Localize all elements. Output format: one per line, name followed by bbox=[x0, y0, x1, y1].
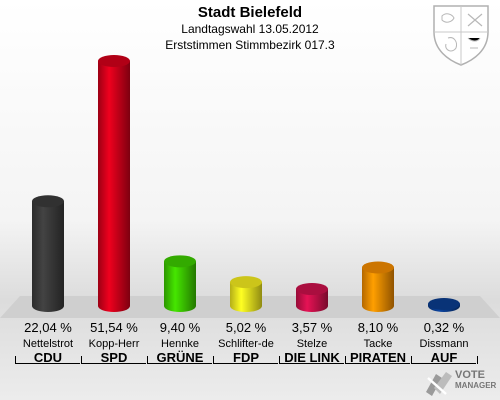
label-separator-tick bbox=[81, 356, 82, 364]
bar-cap bbox=[164, 255, 196, 268]
label-separator-tick bbox=[15, 356, 16, 364]
label-separator-tick bbox=[147, 356, 148, 364]
value-label: 0,32 % bbox=[423, 320, 465, 335]
bar-3 bbox=[230, 276, 262, 312]
bar-6 bbox=[428, 298, 460, 312]
candidate-label: Tacke bbox=[363, 338, 393, 350]
label-underline bbox=[280, 363, 344, 364]
value-label: 8,10 % bbox=[357, 320, 399, 335]
bar-body bbox=[230, 282, 262, 312]
party-label: PIRATEN bbox=[349, 350, 407, 365]
label-underline bbox=[16, 363, 80, 364]
bar-cap bbox=[32, 195, 64, 208]
bar-body bbox=[32, 201, 64, 312]
bar-body bbox=[164, 261, 196, 312]
label-separator-tick bbox=[213, 356, 214, 364]
party-label: FDP bbox=[233, 350, 259, 365]
label-separator-tick bbox=[411, 356, 412, 364]
chart-subtitle-election: Landtagswahl 13.05.2012 bbox=[181, 22, 319, 36]
value-label: 3,57 % bbox=[291, 320, 333, 335]
candidate-label: Nettelstrot bbox=[22, 338, 74, 350]
label-underline bbox=[346, 363, 410, 364]
value-label: 51,54 % bbox=[90, 320, 138, 335]
candidate-label: Dissmann bbox=[419, 338, 469, 350]
coat-of-arms-icon bbox=[433, 5, 489, 66]
value-label: 9,40 % bbox=[159, 320, 201, 335]
label-underline bbox=[214, 363, 278, 364]
candidate-label: Kopp-Herr bbox=[88, 338, 140, 350]
label-underline bbox=[148, 363, 212, 364]
chart-subtitle-district: Erststimmen Stimmbezirk 017.3 bbox=[165, 38, 335, 52]
bar-body bbox=[362, 267, 394, 312]
bar-0 bbox=[32, 195, 64, 312]
vote-manager-logo bbox=[426, 372, 452, 396]
party-label: GRÜNE bbox=[156, 350, 204, 365]
candidate-label: Schlifter-de bbox=[218, 338, 274, 350]
bar-cap bbox=[296, 283, 328, 296]
bar-cap bbox=[230, 276, 262, 289]
label-separator-tick bbox=[279, 356, 280, 364]
bar-5 bbox=[362, 261, 394, 312]
label-underline bbox=[82, 363, 146, 364]
bar-4 bbox=[296, 283, 328, 312]
bar-cap bbox=[362, 261, 394, 274]
value-label: 22,04 % bbox=[24, 320, 72, 335]
party-label: SPD bbox=[100, 350, 128, 365]
label-underline bbox=[412, 363, 476, 364]
party-label: CDU bbox=[33, 350, 63, 365]
bar-body bbox=[98, 61, 130, 312]
bar-2 bbox=[164, 255, 196, 312]
candidate-label: Hennke bbox=[161, 338, 199, 350]
bar-cap bbox=[428, 298, 460, 310]
bar-body bbox=[296, 289, 328, 312]
bar-1 bbox=[98, 55, 130, 312]
logo-text-vote: VOTE bbox=[455, 369, 485, 381]
bar-cap bbox=[98, 55, 130, 67]
label-separator-tick bbox=[345, 356, 346, 364]
value-label: 5,02 % bbox=[225, 320, 267, 335]
label-separator-tick bbox=[477, 356, 478, 364]
chart-title: Stadt Bielefeld bbox=[197, 4, 303, 21]
party-label: AUF bbox=[430, 350, 458, 365]
logo-text-manager: MANAGER bbox=[455, 381, 497, 390]
candidate-label: Stelze bbox=[296, 338, 328, 350]
party-label: DIE LINK bbox=[284, 350, 340, 365]
